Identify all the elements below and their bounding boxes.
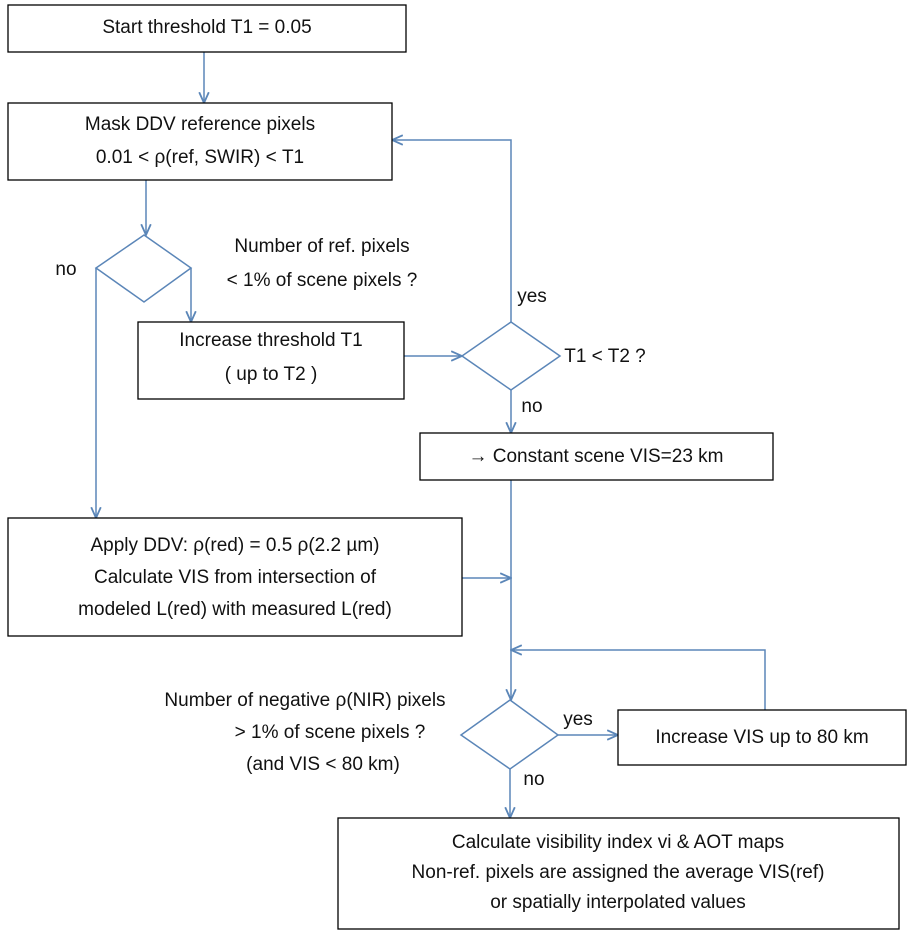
constant-box [419, 432, 774, 481]
node-text: or spatially interpolated values [490, 892, 746, 913]
node-text: Number of negative ρ(NIR) pixels [164, 690, 445, 711]
node-text: Start threshold T1 = 0.05 [102, 17, 311, 38]
node-text: < 1% of scene pixels ? [227, 270, 418, 291]
node-text: 0.01 < ρ(ref, SWIR) < T1 [96, 147, 304, 168]
node-text: → Constant scene VIS=23 km [468, 446, 723, 467]
branch-label: no [521, 396, 542, 417]
arrow [511, 650, 766, 710]
node-text: Non-ref. pixels are assigned the average… [412, 862, 825, 883]
apply-ddv-box [7, 517, 463, 637]
node-text: (and VIS < 80 km) [246, 754, 400, 775]
connectors [96, 52, 766, 818]
node-text: > 1% of scene pixels ? [235, 722, 426, 743]
start-box [7, 4, 407, 53]
node-text: Mask DDV reference pixels [85, 114, 315, 135]
increase-vis-box [617, 709, 907, 766]
node-text: T1 < T2 ? [564, 346, 646, 367]
node-text: Increase threshold T1 [179, 330, 362, 351]
mask-box [7, 102, 393, 181]
branch-label: no [55, 259, 76, 280]
node-text: Apply DDV: ρ(red) = 0.5 ρ(2.2 µm) [91, 535, 380, 556]
decision [460, 321, 562, 391]
arrow [392, 140, 512, 322]
decision [94, 234, 193, 303]
increase-threshold-box [137, 321, 405, 400]
decision [459, 699, 560, 770]
node-text: modeled L(red) with measured L(red) [78, 599, 392, 620]
branch-label: no [523, 769, 544, 790]
node-text: Increase VIS up to 80 km [655, 727, 868, 748]
calculate-box [337, 817, 900, 930]
node-text: Calculate VIS from intersection of [94, 567, 377, 588]
node-text: Number of ref. pixels [234, 236, 409, 257]
node-text: Calculate visibility index vi & AOT maps [452, 832, 784, 853]
branch-label: yes [517, 286, 547, 307]
branch-label: yes [563, 709, 593, 730]
node-text: ( up to T2 ) [225, 364, 318, 385]
